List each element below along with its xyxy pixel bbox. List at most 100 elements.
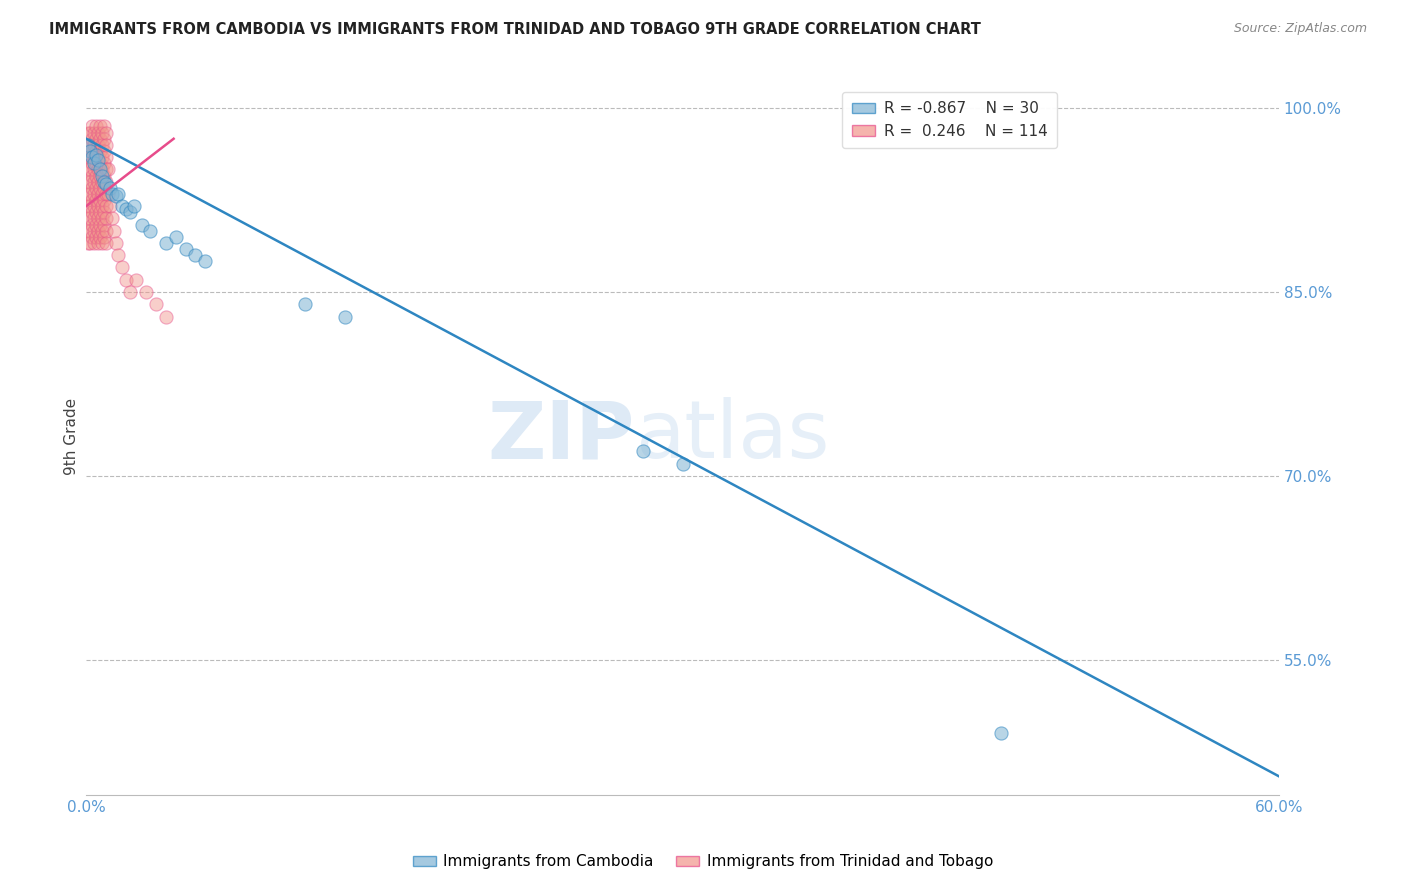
Point [103,224,125,238]
Point [93,120,115,134]
Point [89,169,111,183]
Point [91,126,114,140]
Point [77,126,100,140]
Point [89,132,111,146]
Point [82,205,104,219]
Point [79,150,101,164]
Point [87,162,110,177]
Point [87,126,110,140]
Point [139,224,162,238]
Point [91,211,114,226]
Point [83,126,105,140]
Point [91,199,114,213]
Point [91,162,114,177]
Point [87,137,110,152]
Text: Source: ZipAtlas.com: Source: ZipAtlas.com [1233,22,1367,36]
Point [93,205,115,219]
Point [82,230,104,244]
Point [87,199,110,213]
Point [83,175,105,189]
Point [82,144,104,158]
Point [77,175,100,189]
Point [77,150,100,164]
Point [79,137,101,152]
Point [77,162,100,177]
Point [87,150,110,164]
Point [83,162,105,177]
Text: IMMIGRANTS FROM CAMBODIA VS IMMIGRANTS FROM TRINIDAD AND TOBAGO 9TH GRADE CORREL: IMMIGRANTS FROM CAMBODIA VS IMMIGRANTS F… [49,22,981,37]
Point [82,218,104,232]
Point [89,230,111,244]
Point [87,153,110,167]
Point [89,181,111,195]
Text: ZIP: ZIP [488,397,636,475]
Point [145,297,167,311]
Point [98,181,121,195]
Point [93,218,115,232]
Point [294,297,316,311]
Point [333,310,356,324]
Point [671,457,693,471]
Point [93,193,115,207]
Legend: Immigrants from Cambodia, Immigrants from Trinidad and Tobago: Immigrants from Cambodia, Immigrants fro… [406,848,1000,875]
Point [93,230,115,244]
Point [84,120,107,134]
Point [79,186,101,201]
Point [83,199,105,213]
Point [94,177,117,191]
Point [83,235,105,250]
Point [87,186,110,201]
Point [89,156,111,170]
Point [94,175,117,189]
Point [94,199,117,213]
Point [990,726,1012,740]
Point [79,175,101,189]
Point [89,193,111,207]
Point [82,169,104,183]
Point [115,273,138,287]
Point [84,193,107,207]
Point [84,169,107,183]
Point [84,205,107,219]
Point [79,211,101,226]
Point [83,137,105,152]
Point [84,230,107,244]
Point [104,235,127,250]
Y-axis label: 9th Grade: 9th Grade [65,398,79,475]
Point [91,235,114,250]
Point [107,248,129,262]
Point [82,120,104,134]
Point [107,186,129,201]
Point [94,137,117,152]
Point [91,224,114,238]
Point [122,199,145,213]
Point [91,169,114,183]
Point [91,150,114,164]
Point [94,126,117,140]
Point [77,186,100,201]
Point [165,230,187,244]
Point [77,235,100,250]
Point [94,150,117,164]
Point [77,211,100,226]
Point [87,224,110,238]
Point [135,285,157,299]
Point [82,150,104,164]
Point [91,137,114,152]
Point [82,132,104,146]
Point [91,186,114,201]
Point [155,235,177,250]
Point [77,224,100,238]
Point [94,235,117,250]
Point [93,132,115,146]
Point [155,310,177,324]
Point [84,156,107,170]
Point [77,137,100,152]
Point [89,120,111,134]
Legend: R = -0.867    N = 30, R =  0.246    N = 114: R = -0.867 N = 30, R = 0.246 N = 114 [842,92,1056,148]
Point [101,211,124,226]
Point [93,156,115,170]
Point [79,224,101,238]
Point [82,156,104,170]
Point [91,175,114,189]
